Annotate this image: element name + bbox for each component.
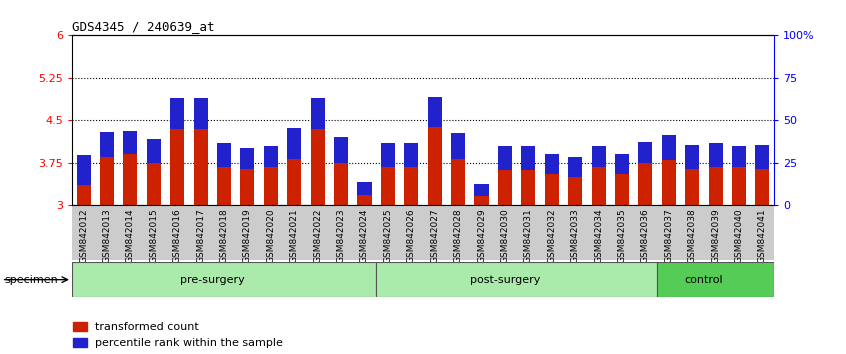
Text: GSM842018: GSM842018 [220,208,228,263]
Bar [381,143,395,167]
Text: GSM842021: GSM842021 [290,208,299,263]
Bar [404,167,418,205]
Text: GSM842038: GSM842038 [688,208,696,263]
Text: GSM842024: GSM842024 [360,208,369,263]
Bar [662,160,676,205]
Bar [569,156,582,177]
Bar [615,154,629,174]
Bar [310,98,325,129]
Bar [755,145,769,169]
Bar [310,129,325,205]
Text: GSM842026: GSM842026 [407,208,415,263]
Text: GSM842012: GSM842012 [80,208,88,263]
Text: GSM842027: GSM842027 [431,208,439,263]
Bar [685,169,699,205]
Bar [147,163,161,205]
Bar [732,147,746,167]
Bar [217,143,231,167]
Text: GSM842034: GSM842034 [594,208,603,263]
Text: GSM842031: GSM842031 [524,208,533,263]
Bar [569,177,582,205]
Text: GSM842019: GSM842019 [243,208,252,263]
Text: GSM842033: GSM842033 [571,208,580,263]
Bar [124,131,137,154]
Bar [428,97,442,127]
Bar [288,159,301,205]
Bar [77,155,91,185]
Bar [170,129,184,205]
Bar [381,167,395,205]
Bar [288,128,301,159]
Text: GSM842013: GSM842013 [102,208,112,263]
Bar [709,167,722,205]
Bar [100,157,114,205]
Text: pre-surgery: pre-surgery [180,275,244,285]
Bar [334,137,348,163]
Text: GSM842014: GSM842014 [126,208,135,263]
Bar [591,147,606,167]
Bar [639,163,652,205]
Text: GSM842016: GSM842016 [173,208,182,263]
Bar [147,139,161,163]
Text: GSM842028: GSM842028 [453,208,463,263]
Bar [240,148,255,169]
Text: GSM842036: GSM842036 [641,208,650,263]
Bar [732,167,746,205]
Bar [264,167,277,205]
Text: control: control [684,275,723,285]
Bar [521,146,536,170]
Text: GSM842032: GSM842032 [547,208,556,263]
Bar [358,195,371,205]
Text: GSM842035: GSM842035 [618,208,626,263]
Bar [217,167,231,205]
Text: GSM842040: GSM842040 [734,208,744,263]
Bar [662,135,676,160]
Bar [475,184,488,196]
Bar [498,146,512,170]
Bar [124,154,137,205]
FancyBboxPatch shape [657,262,774,297]
Bar [334,163,348,205]
Text: GSM842039: GSM842039 [711,208,720,263]
Bar [100,132,114,157]
Text: GSM842030: GSM842030 [501,208,509,263]
Bar [404,143,418,167]
Bar [545,174,558,205]
Text: post-surgery: post-surgery [470,275,540,285]
Text: GSM842037: GSM842037 [664,208,673,263]
Bar [77,185,91,205]
Bar [685,145,699,169]
Text: GSM842017: GSM842017 [196,208,205,263]
Text: GSM842025: GSM842025 [383,208,393,263]
Text: GDS4345 / 240639_at: GDS4345 / 240639_at [72,20,214,33]
Bar [521,170,536,205]
Bar [451,159,465,205]
Text: GSM842020: GSM842020 [266,208,275,263]
Bar [545,154,558,174]
Bar [194,98,207,129]
Bar [194,129,207,205]
FancyBboxPatch shape [376,262,657,297]
Bar [615,174,629,205]
Bar [755,169,769,205]
Text: GSM842022: GSM842022 [313,208,322,263]
Legend: transformed count, percentile rank within the sample: transformed count, percentile rank withi… [74,322,283,348]
FancyBboxPatch shape [72,262,376,297]
Bar [498,170,512,205]
Bar [709,143,722,167]
Bar [358,182,371,195]
Text: GSM842029: GSM842029 [477,208,486,263]
Bar [264,147,277,167]
Bar [591,167,606,205]
Bar [428,127,442,205]
Bar [170,98,184,129]
Text: specimen: specimen [4,275,58,285]
Bar [475,196,488,205]
Text: GSM842023: GSM842023 [337,208,345,263]
Bar [451,133,465,159]
Text: GSM842041: GSM842041 [758,208,766,263]
Bar [639,142,652,163]
Bar [240,169,255,205]
Text: GSM842015: GSM842015 [150,208,158,263]
